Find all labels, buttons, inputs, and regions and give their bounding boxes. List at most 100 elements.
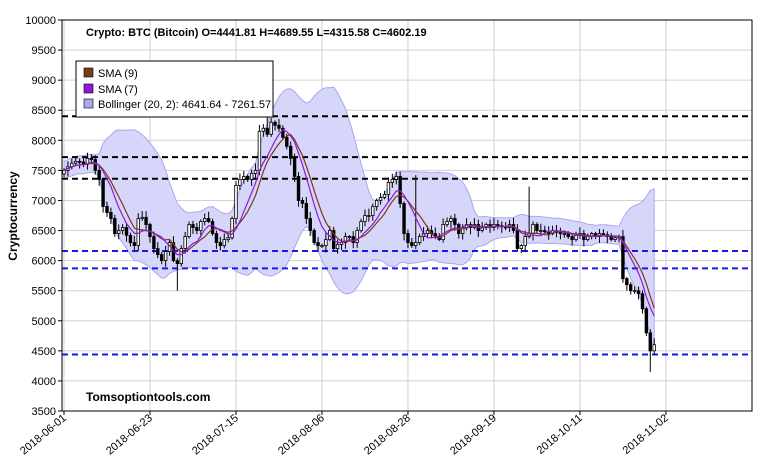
candle-body [292,157,297,177]
candle-body [136,218,140,246]
candle-body [558,231,563,234]
candle-body [406,233,410,243]
candle-body [449,218,453,222]
y-tick-label: 5000 [32,316,56,328]
candle [406,229,410,249]
candle [394,171,398,185]
candle-body [281,127,285,138]
candle [230,216,234,240]
candle-body [269,121,273,135]
candle-body [378,197,383,201]
candle [300,197,305,209]
candle-body [218,242,223,246]
candle [640,290,645,314]
legend-swatch-sma9 [83,67,94,78]
candle-body [562,233,566,235]
candle-body [203,218,207,222]
candle-body [300,200,305,204]
y-tick-label: 10000 [25,15,56,27]
candle-body [398,175,402,204]
candle [242,170,246,184]
candle-body [390,179,395,183]
candle [113,214,117,237]
candle-body [191,224,195,228]
candle [195,222,199,235]
candle [636,286,641,300]
candle [140,211,144,221]
candle-body [113,218,117,234]
candle [120,224,125,235]
candle [97,166,101,186]
candle [417,233,422,246]
candle-body [120,227,125,231]
candle-body [586,236,590,240]
candle [132,235,137,252]
candle [163,245,168,267]
y-tick-label: 7000 [32,195,56,207]
candle-body [77,160,82,163]
candle-body [285,136,289,147]
candle-body [324,239,328,246]
candle [144,211,148,232]
candle-body [210,221,215,234]
candle-body [359,221,363,231]
candle [214,230,219,249]
candle [320,243,324,248]
candle [308,211,312,237]
candle [210,218,215,236]
candle [374,198,379,211]
candle-body [152,236,156,249]
candle [273,120,277,131]
candle [269,118,273,137]
candle-body [629,284,633,292]
candle-body [648,332,652,352]
candle-body [109,212,113,219]
candle [109,207,113,225]
y-axis-label: Cryptocurrency [6,171,20,261]
candle-body [128,234,133,243]
candle-body [425,230,430,234]
candle [160,251,164,265]
candle-body [124,227,129,236]
candle [441,218,445,243]
candle-body [183,236,187,249]
candle [175,258,180,291]
candle [644,306,649,337]
candle [535,222,539,234]
candle [632,286,637,294]
candle [249,169,254,186]
candle [355,227,359,248]
candle [390,173,395,188]
candle-body [246,175,250,180]
candle-body [625,278,629,286]
candle-body [574,234,578,240]
grid-layer [62,19,752,412]
candle-body [257,130,262,171]
candle-body [316,242,320,246]
candle [77,158,82,169]
candle-body [288,145,293,159]
candle-body [89,157,94,160]
candle [629,282,633,295]
watermark: Tomsoptiontools.com [86,390,210,404]
candle-body [601,233,606,236]
candle-body [199,221,203,231]
candle [398,171,402,208]
candle-body [238,179,242,186]
candle-body [273,121,277,126]
candle-body [363,215,367,222]
candle [199,219,203,238]
candle [136,213,140,252]
candle [445,217,449,227]
sma-layer [63,128,655,317]
candle-body [105,206,109,213]
candle-body [613,237,617,240]
candle-body [93,159,97,171]
candle [187,221,191,239]
candle-body [539,230,543,232]
candle-body [570,236,574,240]
candle-body [382,194,387,198]
candle-body [261,127,266,132]
candle-body [265,127,269,135]
candle [277,118,281,133]
